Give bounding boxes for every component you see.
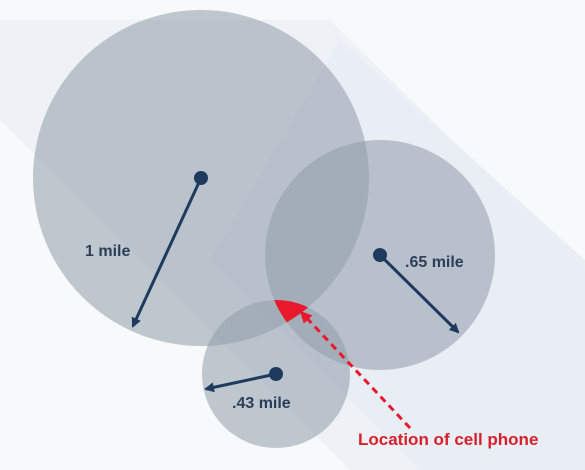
right-center-dot — [373, 248, 387, 262]
big-radius-label: 1 mile — [85, 243, 131, 260]
small-center-dot — [269, 367, 283, 381]
location-label: Location of cell phone — [358, 430, 539, 449]
big-radius-arrow — [131, 177, 203, 328]
small-radius-arrow — [204, 372, 277, 393]
location-pointer-arrow — [299, 310, 412, 430]
right-radius-arrow — [378, 253, 460, 334]
small-radius-label: .43 mile — [232, 395, 291, 412]
right-radius-label: .65 mile — [405, 254, 464, 271]
big-center-dot — [194, 171, 208, 185]
